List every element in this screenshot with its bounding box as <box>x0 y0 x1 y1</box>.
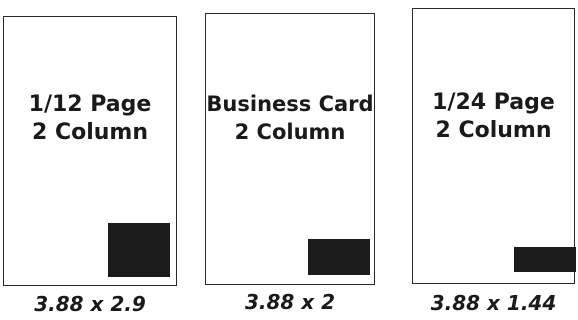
ad-size-title-line-2: 2 Column <box>234 120 346 144</box>
ad-size-title: 1/24 Page 2 Column <box>413 89 574 145</box>
ad-size-dimensions: 3.88 x 1.44 <box>430 291 557 315</box>
ad-size-title: Business Card 2 Column <box>206 90 374 146</box>
ad-size-preview-block <box>108 223 170 277</box>
ad-size-title-line-1: 1/12 Page <box>28 92 152 117</box>
ad-size-panel-1-12-page: 1/12 Page 2 Column <box>3 16 177 286</box>
ad-size-title-line-1: Business Card <box>206 92 374 116</box>
ad-size-dimensions: 3.88 x 2 <box>244 290 336 314</box>
ad-size-preview-block <box>514 247 576 272</box>
ad-size-panel-1-24-page: 1/24 Page 2 Column <box>412 8 576 284</box>
ad-size-panel-business-card: Business Card 2 Column <box>205 13 375 285</box>
ad-size-title: 1/12 Page 2 Column <box>4 91 176 147</box>
ad-size-preview-block <box>308 239 370 275</box>
ad-size-title-line-2: 2 Column <box>31 120 148 145</box>
ad-size-title-line-2: 2 Column <box>435 118 552 143</box>
ad-size-dimensions: 3.88 x 2.9 <box>34 292 146 316</box>
ad-size-title-line-1: 1/24 Page <box>432 90 555 115</box>
